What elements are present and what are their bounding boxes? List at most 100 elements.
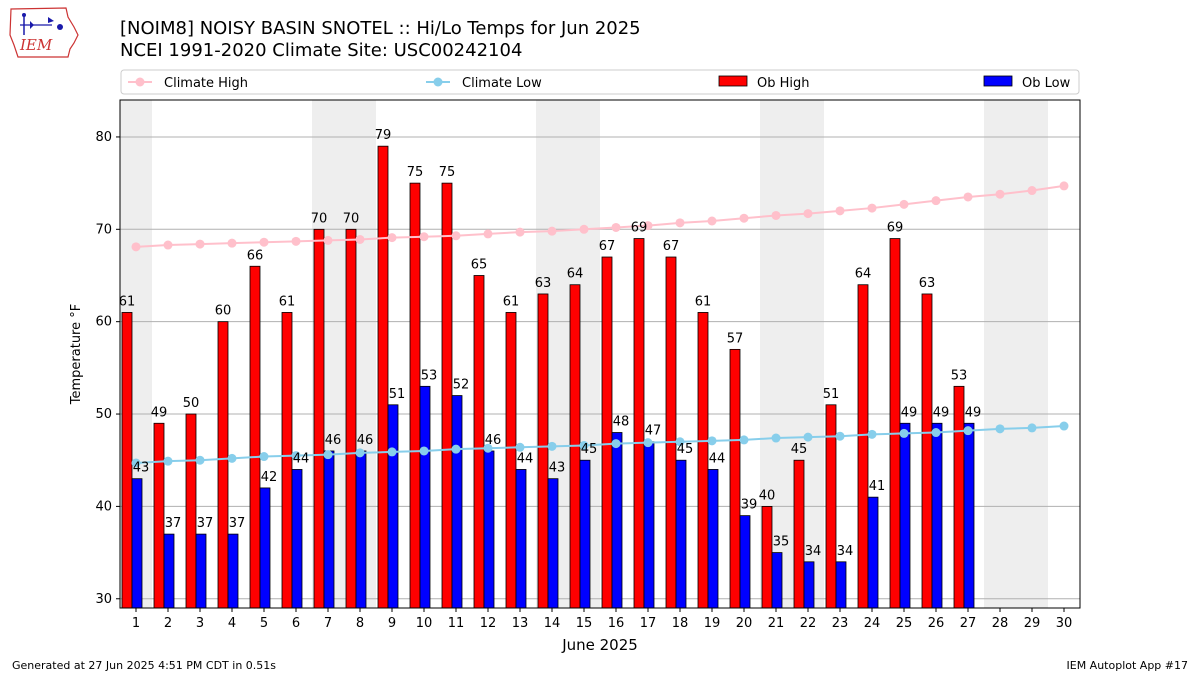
climate-high-point-21	[771, 210, 781, 220]
x-tick-label-13: 13	[512, 616, 529, 631]
ob-low-bar-3	[195, 533, 207, 609]
ob-low-label-16: 48	[613, 415, 630, 430]
climate-high-point-17	[643, 221, 653, 231]
climate-low-point-2	[163, 456, 173, 466]
ob-low-label-21: 35	[773, 535, 790, 550]
x-tick-label-17: 17	[640, 616, 657, 631]
ob-low-label-22: 34	[805, 544, 822, 559]
climate-high-point-7	[323, 235, 333, 245]
climate-high-point-2	[163, 240, 173, 250]
weekend-band-28	[984, 100, 1016, 608]
ob-high-bar-22	[793, 459, 805, 609]
ob-low-label-26: 49	[933, 405, 950, 420]
chart-subtitle: NCEI 1991-2020 Climate Site: USC00242104	[120, 40, 523, 61]
climate-low-point-23	[835, 431, 845, 441]
ob-high-label-19: 61	[695, 294, 712, 309]
ob-low-label-4: 37	[229, 516, 246, 531]
ob-low-label-23: 34	[837, 544, 854, 559]
climate-low-point-24	[867, 429, 877, 439]
ob-high-bar-24	[857, 284, 869, 609]
ob-high-bar-13	[505, 312, 517, 609]
climate-low-point-21	[771, 433, 781, 443]
climate-low-point-30	[1059, 421, 1069, 431]
ob-high-bar-7	[313, 228, 325, 609]
climate-high-point-25	[899, 199, 909, 209]
climate-low-point-4	[227, 453, 237, 463]
x-tick-label-10: 10	[416, 616, 433, 631]
legend-climate-high-marker	[135, 77, 145, 87]
ob-low-label-19: 44	[709, 451, 726, 466]
x-tick-label-7: 7	[324, 616, 332, 631]
ob-high-bar-10	[409, 182, 421, 609]
ob-high-bar-26	[921, 293, 933, 609]
ob-low-label-20: 39	[741, 498, 758, 513]
climate-high-point-1	[131, 242, 141, 252]
x-tick-label-25: 25	[896, 616, 913, 631]
ob-high-label-18: 67	[663, 239, 680, 254]
ob-low-label-13: 44	[517, 451, 534, 466]
weekend-band-29	[1016, 100, 1048, 608]
climate-high-point-14	[547, 226, 557, 236]
x-tick-label-23: 23	[832, 616, 849, 631]
y-tick-label-70: 70	[95, 222, 112, 237]
x-tick-label-11: 11	[448, 616, 465, 631]
ob-high-bar-19	[697, 312, 709, 609]
ob-high-label-8: 70	[343, 211, 360, 226]
ob-high-label-13: 61	[503, 294, 520, 309]
ob-low-bar-10	[419, 385, 431, 609]
ob-low-bar-20	[739, 515, 751, 609]
climate-high-point-23	[835, 206, 845, 216]
x-tick-label-14: 14	[544, 616, 561, 631]
climate-low-point-3	[195, 455, 205, 465]
x-tick-label-27: 27	[960, 616, 977, 631]
y-tick-label-60: 60	[95, 315, 112, 330]
ob-low-bar-13	[515, 469, 527, 609]
climate-high-point-18	[675, 218, 685, 228]
ob-low-bar-27	[963, 422, 975, 609]
x-tick-label-15: 15	[576, 616, 593, 631]
climate-high-point-11	[451, 231, 461, 241]
ob-high-bar-21	[761, 505, 773, 609]
bar-value-labels: 61 43 49 37 50 37 60 37 66 42 61 44 70 46 70 46 79 51 75 53…	[119, 128, 982, 559]
ob-low-label-6: 44	[293, 451, 310, 466]
ob-high-bar-5	[249, 265, 261, 609]
x-tick-label-24: 24	[864, 616, 881, 631]
x-tick-label-1: 1	[132, 616, 140, 631]
ob-low-bar-1	[131, 478, 143, 609]
y-tick-label-30: 30	[95, 592, 112, 607]
ob-low-bar-19	[707, 469, 719, 609]
x-tick-label-12: 12	[480, 616, 497, 631]
climate-low-point-25	[899, 428, 909, 438]
climate-high-point-24	[867, 203, 877, 213]
ob-low-label-24: 41	[869, 479, 886, 494]
climate-low-point-29	[1027, 423, 1037, 433]
x-tick-label-26: 26	[928, 616, 945, 631]
legend-climate-low-label: Climate Low	[462, 76, 542, 91]
climate-high-point-12	[483, 229, 493, 239]
climate-high-point-10	[419, 232, 429, 242]
climate-high-point-16	[611, 222, 621, 232]
ob-low-bar-16	[611, 432, 623, 609]
climate-low-point-13	[515, 442, 525, 452]
climate-low-point-11	[451, 444, 461, 454]
ob-high-bar-8	[345, 228, 357, 609]
legend-climate-low-marker	[433, 77, 443, 87]
climate-low-point-27	[963, 426, 973, 436]
ob-high-label-6: 61	[279, 294, 296, 309]
x-tick-label-20: 20	[736, 616, 753, 631]
legend-box	[120, 69, 1080, 95]
ob-high-bar-23	[825, 404, 837, 609]
climate-low-point-14	[547, 441, 557, 451]
legend-ob-high-swatch	[718, 75, 748, 87]
climate-low-point-7	[323, 450, 333, 460]
x-tick-label-21: 21	[768, 616, 785, 631]
ob-low-label-9: 51	[389, 387, 406, 402]
ob-low-bar-14	[547, 478, 559, 609]
ob-high-label-2: 49	[151, 405, 168, 420]
ob-high-bar-2	[153, 422, 165, 609]
ob-high-label-17: 69	[631, 221, 648, 236]
x-tick-label-8: 8	[356, 616, 364, 631]
ob-low-bar-15	[579, 459, 591, 609]
climate-low-line	[135, 425, 1065, 464]
